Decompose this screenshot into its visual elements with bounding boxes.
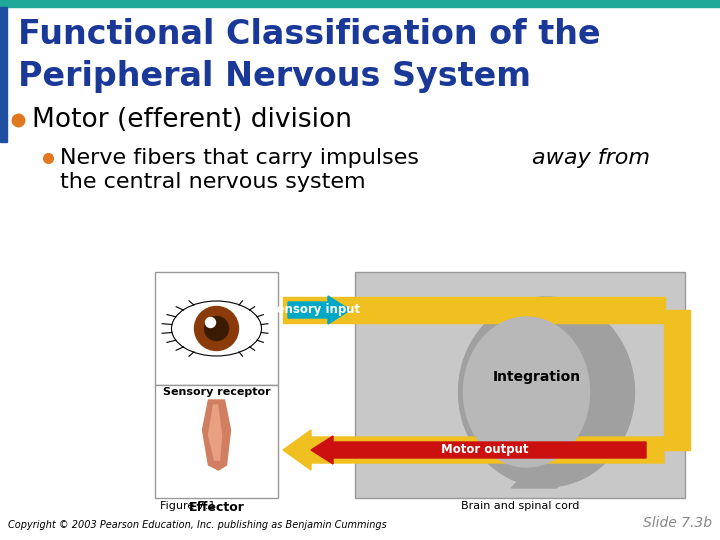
Bar [155, 272, 278, 385]
Text: Integration: Integration [492, 370, 580, 384]
FancyArrow shape [311, 436, 646, 464]
Text: Functional Classification of the: Functional Classification of the [18, 18, 600, 51]
Bar [0, 7, 7, 142]
Text: Motor output: Motor output [441, 443, 529, 456]
Polygon shape [464, 317, 590, 467]
Text: Copyright © 2003 Pearson Education, Inc. publishing as Benjamin Cummings: Copyright © 2003 Pearson Education, Inc.… [8, 520, 387, 530]
Text: Motor (efferent) division: Motor (efferent) division [32, 107, 352, 133]
Text: Sensory input: Sensory input [268, 303, 360, 316]
Text: away from: away from [532, 148, 650, 168]
Text: Slide 7.3b: Slide 7.3b [643, 516, 712, 530]
Circle shape [194, 307, 238, 350]
Bar [0, 0, 720, 7]
Polygon shape [459, 297, 634, 487]
Bar [355, 272, 685, 498]
Text: Peripheral Nervous System: Peripheral Nervous System [18, 60, 531, 93]
Ellipse shape [171, 301, 261, 356]
Text: Sensory receptor: Sensory receptor [163, 387, 270, 397]
Text: Nerve fibers that carry impulses: Nerve fibers that carry impulses [60, 148, 426, 168]
Polygon shape [202, 400, 230, 470]
Bar [155, 385, 278, 498]
FancyArrow shape [283, 297, 665, 323]
Text: the central nervous system: the central nervous system [60, 172, 366, 192]
FancyArrow shape [288, 296, 350, 324]
Text: Effector: Effector [189, 501, 244, 514]
FancyArrow shape [664, 310, 690, 450]
Circle shape [205, 318, 215, 327]
Text: Brain and spinal cord: Brain and spinal cord [461, 501, 579, 511]
Polygon shape [511, 477, 567, 488]
Polygon shape [209, 405, 222, 460]
Circle shape [204, 316, 228, 341]
Polygon shape [194, 395, 238, 488]
Text: Figure 7.1: Figure 7.1 [160, 501, 215, 511]
FancyArrow shape [283, 430, 664, 470]
